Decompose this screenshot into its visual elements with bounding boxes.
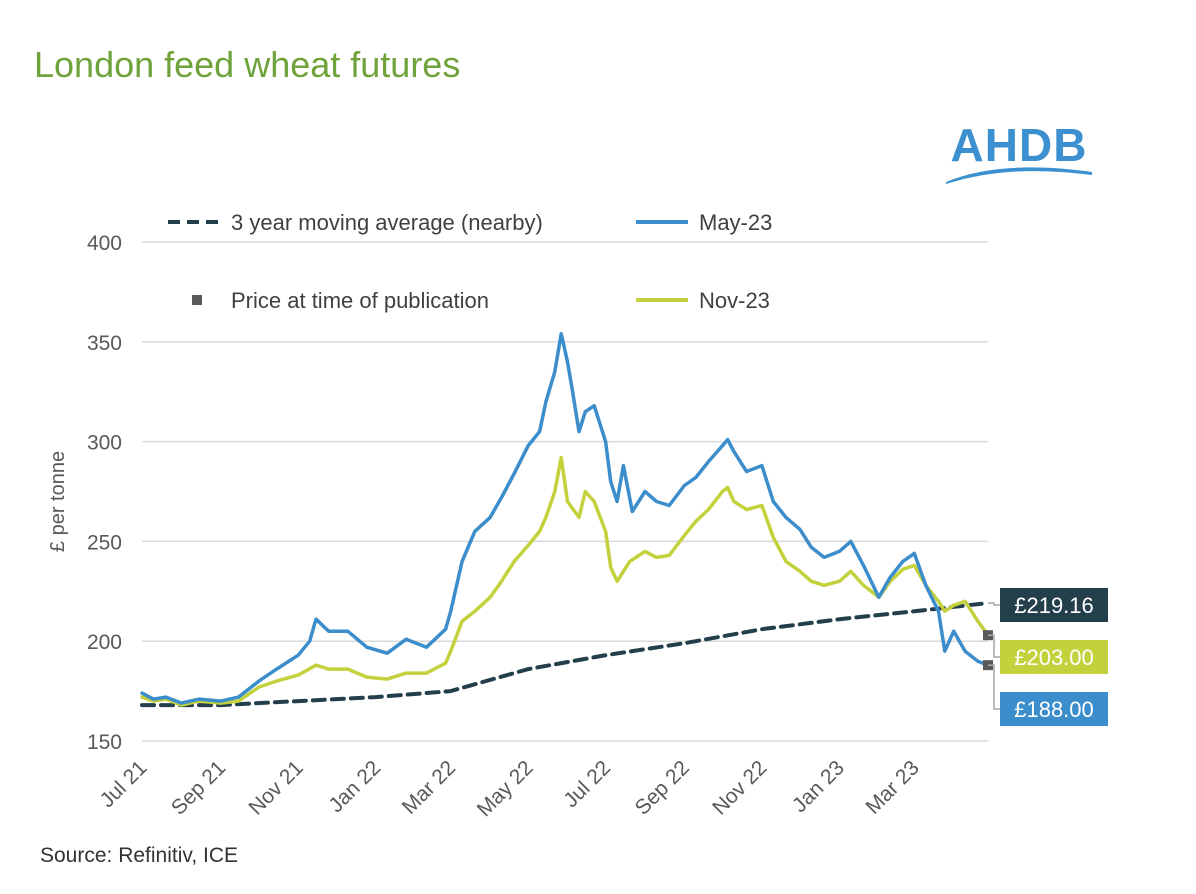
y-tick-label: 200 — [87, 631, 122, 654]
price-markers — [983, 630, 993, 671]
y-tick-label: 300 — [87, 432, 122, 455]
x-tick-label: Sep 22 — [631, 756, 694, 819]
page-title: London feed wheat futures — [34, 44, 461, 85]
end-label-leader — [988, 634, 1000, 658]
legend-label-may23: May-23 — [699, 210, 772, 235]
y-axis-ticks: 150 200 250 300 350 400 — [87, 232, 122, 754]
x-axis-ticks: Jul 21 Sep 21 Nov 21 Jan 22 Mar 22 May 22 Jul … — [96, 756, 924, 821]
x-tick-label: Mar 23 — [861, 756, 923, 818]
chart-area: 150 200 250 300 350 400 Jul 21 Sep 21 Nov 21 Jan… — [47, 210, 1108, 821]
x-tick-label: Nov 21 — [244, 756, 307, 819]
x-tick-label: Mar 22 — [398, 756, 460, 818]
end-label-box-nov23 — [1000, 640, 1108, 674]
end-labels: £219.16 £203.00 £188.00 — [988, 588, 1108, 726]
gridlines — [142, 241, 988, 742]
x-tick-label: Sep 21 — [167, 756, 230, 819]
y-tick-label: 350 — [87, 332, 122, 355]
y-axis-label: £ per tonne — [47, 451, 69, 552]
x-tick-label: Jan 22 — [324, 756, 385, 817]
series-line-avg — [140, 601, 990, 708]
legend-label-nov23: Nov-23 — [699, 288, 770, 313]
ahdb-logo: AHDB — [944, 118, 1094, 190]
x-tick-label: Jul 21 — [96, 756, 152, 812]
end-label-leader — [988, 664, 1000, 710]
series-line-may23 — [140, 332, 990, 705]
end-label-leader — [988, 602, 1000, 606]
series-line-nov23 — [140, 455, 990, 707]
x-tick-label: Nov 22 — [708, 756, 771, 819]
x-tick-label: Jan 23 — [788, 756, 849, 817]
end-label-box-avg — [1000, 588, 1108, 622]
logo-text: AHDB — [950, 119, 1088, 171]
legend-label-marker: Price at time of publication — [231, 288, 489, 313]
end-label-may23: £188.00 — [1014, 697, 1094, 722]
end-label-box-may23 — [1000, 692, 1108, 726]
end-label-avg: £219.16 — [1014, 593, 1094, 618]
source-note: Source: Refinitiv, ICE — [40, 844, 239, 867]
logo-wave-icon — [946, 167, 1092, 184]
x-tick-label: May 22 — [473, 756, 538, 821]
legend-label-avg: 3 year moving average (nearby) — [231, 210, 543, 235]
y-tick-label: 150 — [87, 731, 122, 754]
series-lines — [140, 332, 990, 708]
legend: 3 year moving average (nearby) May-23 Pric… — [168, 210, 772, 313]
legend-swatch-marker — [192, 295, 202, 305]
x-tick-label: Jul 22 — [559, 756, 615, 812]
end-label-nov23: £203.00 — [1014, 645, 1094, 670]
y-tick-label: 250 — [87, 531, 122, 554]
y-tick-label: 400 — [87, 232, 122, 255]
